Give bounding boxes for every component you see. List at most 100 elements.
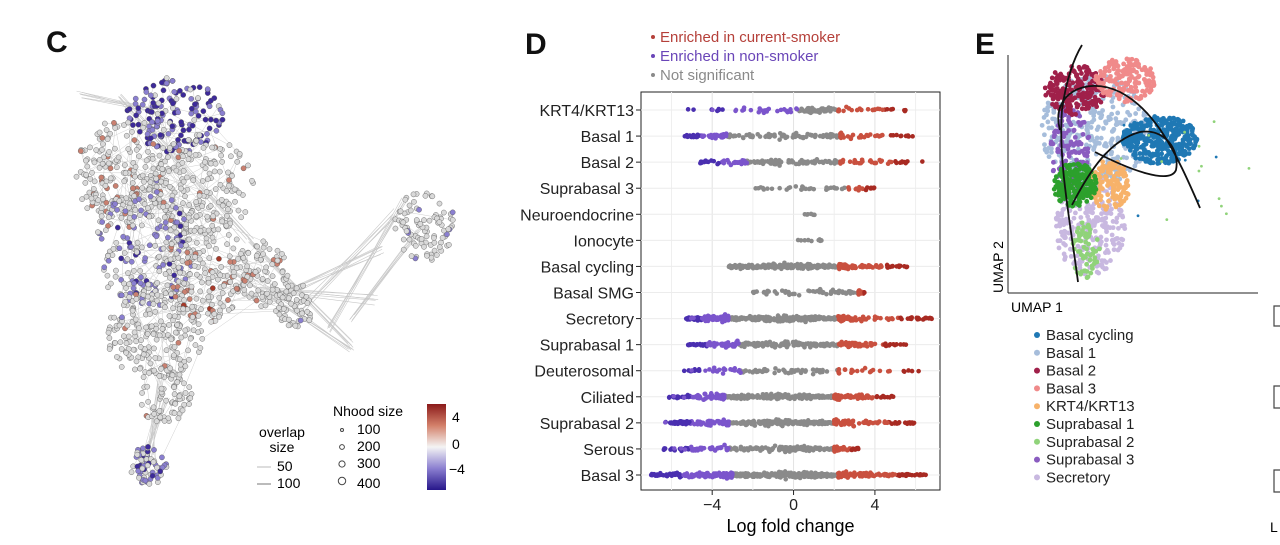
nhood-node	[186, 126, 192, 133]
nhood-node	[137, 128, 143, 135]
nhood-node	[233, 285, 240, 292]
nhood-node	[259, 276, 266, 282]
nhood-node	[149, 126, 156, 133]
graph-edge	[133, 229, 214, 272]
data-point	[824, 159, 830, 165]
data-point	[779, 341, 784, 347]
nhood-node	[178, 242, 184, 249]
overlap-value-100: 100	[277, 475, 301, 491]
nhood-node	[181, 297, 187, 303]
nhood-node	[245, 250, 252, 256]
nhood-node	[202, 165, 209, 172]
graph-edge	[166, 83, 179, 113]
data-point	[838, 263, 843, 269]
graph-edge	[190, 310, 277, 316]
data-point	[902, 369, 907, 374]
data-point	[846, 418, 851, 423]
data-point	[764, 472, 770, 478]
nhood-node	[158, 366, 164, 372]
data-point	[709, 445, 715, 450]
nhood-node	[199, 335, 206, 342]
nhood-node	[193, 239, 200, 246]
nhood-node	[176, 210, 183, 217]
data-point	[842, 394, 848, 400]
nhood-node	[155, 100, 162, 107]
data-point	[792, 419, 798, 424]
data-point	[881, 394, 887, 400]
nhood-node	[170, 100, 176, 107]
nhood-node	[446, 242, 452, 248]
data-point	[883, 472, 888, 478]
nhood-node	[257, 256, 264, 263]
graph-edge	[302, 208, 395, 309]
nhood-node	[193, 213, 200, 220]
nhood-node	[177, 361, 184, 368]
nhood-node	[99, 135, 106, 141]
graph-edge	[172, 242, 251, 280]
nhood-node	[206, 103, 213, 110]
nhood-value-200: 200	[357, 438, 381, 454]
data-point	[703, 368, 708, 373]
nhood-node	[96, 129, 103, 136]
nhood-node	[142, 477, 149, 484]
nhood-node	[141, 96, 148, 103]
data-point	[793, 263, 798, 269]
data-point	[747, 369, 752, 374]
nhood-node	[205, 279, 212, 286]
nhood-node	[182, 193, 188, 200]
nhood-node	[208, 319, 214, 325]
data-point	[732, 445, 738, 451]
nhood-node	[411, 199, 417, 205]
data-point	[859, 392, 864, 398]
nhood-node	[192, 151, 199, 158]
nhood-node	[230, 245, 237, 252]
data-point	[850, 318, 855, 323]
data-point	[738, 420, 743, 425]
nhood-node	[137, 280, 144, 287]
nhood-node	[173, 96, 180, 102]
data-point	[885, 420, 890, 426]
nhood-node	[209, 234, 216, 241]
nhood-node	[105, 329, 112, 336]
nhood-node	[180, 92, 187, 98]
nhood-node	[163, 75, 170, 81]
nhood-node	[175, 264, 182, 271]
data-point	[697, 341, 703, 347]
data-point	[795, 444, 800, 449]
nhood-node	[118, 292, 125, 299]
nhood-node	[190, 177, 197, 184]
nhood-node	[153, 233, 160, 240]
nhood-node	[162, 219, 169, 226]
nhood-node	[173, 167, 180, 174]
data-point	[720, 371, 726, 376]
nhood-node	[113, 239, 120, 246]
nhood-node	[206, 243, 212, 249]
data-point	[701, 472, 707, 477]
data-point	[857, 290, 863, 296]
nhood-node	[153, 418, 160, 425]
nhood-node	[434, 252, 440, 258]
data-point	[784, 108, 789, 114]
nhood-node	[168, 336, 175, 343]
nhood-node	[139, 172, 146, 179]
nhood-node	[279, 269, 286, 275]
data-point	[899, 472, 905, 477]
nhood-node	[185, 347, 191, 354]
nhood-node	[159, 166, 166, 172]
nhood-node	[436, 200, 443, 207]
nhood-node	[151, 447, 157, 453]
overlap-title-line1: overlap	[259, 424, 305, 440]
data-point	[864, 393, 870, 398]
nhood-node	[166, 168, 172, 174]
data-point	[826, 315, 831, 321]
data-point	[826, 447, 832, 452]
data-point	[769, 317, 775, 322]
graph-edge	[351, 227, 421, 321]
data-point	[763, 263, 769, 269]
nhood-node	[218, 152, 224, 159]
nhood-node	[162, 158, 168, 165]
nhood-node	[188, 110, 195, 117]
nhood-node	[167, 365, 174, 372]
data-point	[838, 342, 844, 347]
data-point	[723, 420, 728, 426]
